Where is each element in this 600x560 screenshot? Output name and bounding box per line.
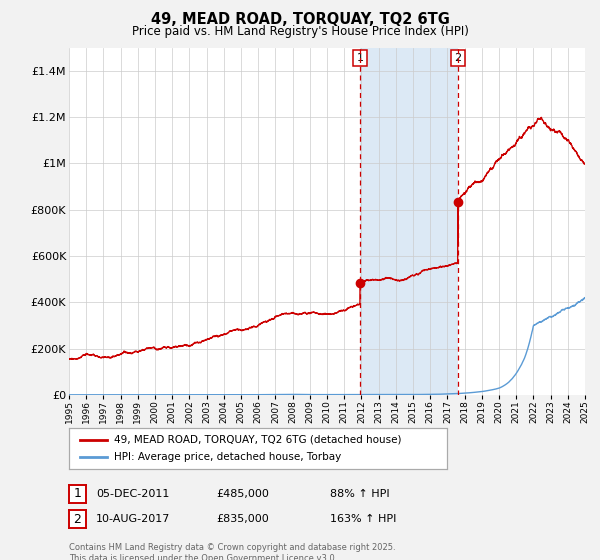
Text: 2: 2 xyxy=(73,512,82,526)
Text: 49, MEAD ROAD, TORQUAY, TQ2 6TG: 49, MEAD ROAD, TORQUAY, TQ2 6TG xyxy=(151,12,449,27)
Text: 05-DEC-2011: 05-DEC-2011 xyxy=(96,489,169,499)
Text: Contains HM Land Registry data © Crown copyright and database right 2025.
This d: Contains HM Land Registry data © Crown c… xyxy=(69,543,395,560)
Text: 2: 2 xyxy=(454,53,461,63)
Text: 10-AUG-2017: 10-AUG-2017 xyxy=(96,514,170,524)
Text: 1: 1 xyxy=(356,53,364,63)
Text: £835,000: £835,000 xyxy=(216,514,269,524)
Text: HPI: Average price, detached house, Torbay: HPI: Average price, detached house, Torb… xyxy=(115,452,341,463)
Text: 88% ↑ HPI: 88% ↑ HPI xyxy=(330,489,389,499)
Text: £485,000: £485,000 xyxy=(216,489,269,499)
Text: 1: 1 xyxy=(73,487,82,501)
Text: 49, MEAD ROAD, TORQUAY, TQ2 6TG (detached house): 49, MEAD ROAD, TORQUAY, TQ2 6TG (detache… xyxy=(115,435,402,445)
Text: Price paid vs. HM Land Registry's House Price Index (HPI): Price paid vs. HM Land Registry's House … xyxy=(131,25,469,38)
Text: 163% ↑ HPI: 163% ↑ HPI xyxy=(330,514,397,524)
Bar xyxy=(360,48,458,395)
